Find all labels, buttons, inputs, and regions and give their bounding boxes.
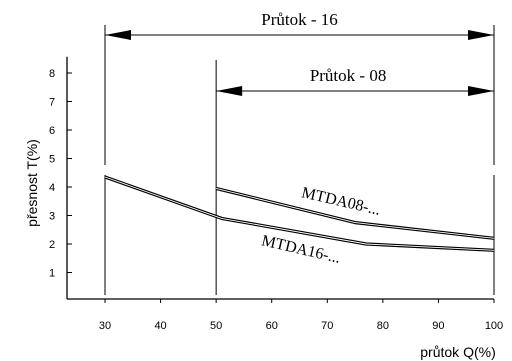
series-1 <box>215 186 495 240</box>
y-tick-label-8: 8 <box>49 68 55 80</box>
range-arrow-head-right <box>468 30 494 40</box>
series-line-2 <box>104 175 495 252</box>
y-tick-label-5: 5 <box>49 154 55 166</box>
range-annotations: Průtok - 16 Průtok - 08 <box>104 10 495 295</box>
x-tick-label-70: 70 <box>321 320 333 332</box>
y-tick-label-3: 3 <box>49 211 55 223</box>
y-tick-label-7: 7 <box>49 97 55 109</box>
x-tick-label-60: 60 <box>266 320 278 332</box>
series-label-1: MTDA08-... <box>300 184 382 219</box>
x-tick-label-40: 40 <box>154 320 166 332</box>
range-arrow-head-left <box>105 30 131 40</box>
y-tick-label-6: 6 <box>49 125 55 137</box>
range-arrow-head-right <box>468 86 494 96</box>
x-tick-label-90: 90 <box>432 320 444 332</box>
series-line-inner-2 <box>104 176 495 251</box>
tick-labels: 30 40 50 60 70 80 90 100 1 2 3 4 5 6 7 8 <box>49 68 503 332</box>
range-arrow-head-left <box>216 86 243 96</box>
x-tick-label-80: 80 <box>377 320 389 332</box>
x-tick-label-50: 50 <box>210 320 222 332</box>
y-tick-label-4: 4 <box>49 182 55 194</box>
range-label-bg <box>296 66 401 86</box>
y-tick-label-1: 1 <box>49 268 55 280</box>
range-label: Průtok - 08 <box>310 66 387 85</box>
y-tick-label-2: 2 <box>49 239 55 251</box>
range-2: Průtok - 08 <box>215 60 494 295</box>
series-line-inner-1 <box>215 187 495 239</box>
y-axis-label: přesnost T(%) <box>24 139 40 227</box>
series-2 <box>104 175 495 252</box>
x-tick-label-30: 30 <box>99 320 111 332</box>
axes <box>66 56 495 303</box>
range-label: Průtok - 16 <box>261 10 338 29</box>
x-tick-label-100: 100 <box>485 320 503 332</box>
x-axis-label: průtok Q(%) <box>420 344 495 360</box>
series-lines: MTDA08-...MTDA16-... <box>104 175 495 267</box>
range-label-bg <box>247 10 352 30</box>
range-1: Průtok - 16 <box>104 10 495 295</box>
